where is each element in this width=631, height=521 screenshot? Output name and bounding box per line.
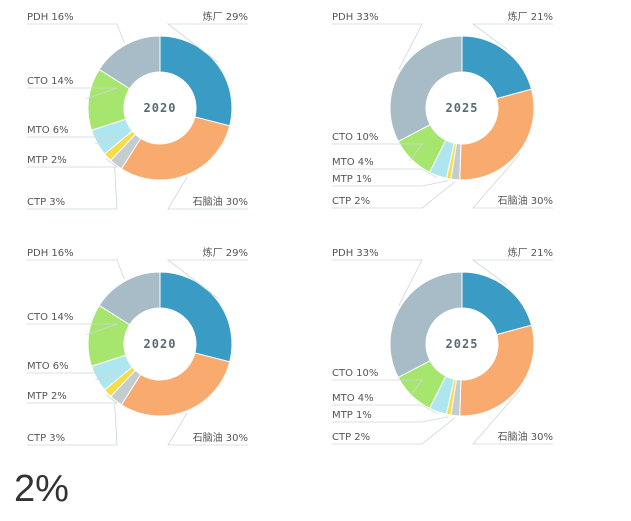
leader-line bbox=[332, 181, 456, 209]
slice-label: PDH 16% bbox=[27, 12, 74, 23]
leader-line bbox=[332, 417, 456, 445]
slice-label: 炼厂 21% bbox=[508, 246, 553, 259]
slice-label: 炼厂 29% bbox=[203, 10, 248, 23]
donut-chart-2025: 炼厂 21% 石脑油 30% CTP 2% MTP 1% MTO 4% CTO 10% PD… bbox=[332, 10, 553, 209]
slice-label: 炼厂 21% bbox=[508, 10, 553, 23]
slice-label: CTO 14% bbox=[27, 76, 73, 87]
donut-chart-2025: 炼厂 21% 石脑油 30% CTP 2% MTP 1% MTO 4% CTO 10% PD… bbox=[332, 246, 553, 445]
slice-石脑油 bbox=[459, 88, 535, 181]
leader-line bbox=[167, 176, 248, 210]
slice-PDH bbox=[98, 35, 161, 90]
center-year-label: 2020 bbox=[144, 337, 177, 351]
slice-label: PDH 16% bbox=[27, 248, 74, 259]
leader-line bbox=[27, 23, 125, 44]
center-year-label: 2020 bbox=[144, 101, 177, 115]
slice-炼厂 bbox=[461, 271, 533, 336]
slice-label: PDH 33% bbox=[332, 248, 379, 259]
leader-line bbox=[27, 394, 119, 404]
leader-line bbox=[332, 416, 449, 423]
slice-label: CTP 2% bbox=[332, 432, 370, 443]
slice-label: 石脑油 30% bbox=[498, 194, 553, 207]
leader-line bbox=[27, 166, 118, 210]
slice-label: MTO 4% bbox=[332, 393, 374, 404]
slice-label: CTP 3% bbox=[27, 197, 65, 208]
center-year-label: 2025 bbox=[446, 337, 479, 351]
slice-石脑油 bbox=[120, 116, 231, 181]
slice-石脑油 bbox=[459, 324, 535, 417]
leader-line bbox=[472, 153, 553, 209]
slice-label: MTP 1% bbox=[332, 174, 372, 185]
leader-line bbox=[332, 168, 438, 179]
slice-PDH bbox=[389, 35, 463, 143]
center-year-label: 2025 bbox=[446, 101, 479, 115]
leader-line bbox=[332, 143, 423, 161]
slice-label: 石脑油 30% bbox=[193, 431, 248, 444]
slice-label: CTP 2% bbox=[332, 196, 370, 207]
slice-label: PDH 33% bbox=[332, 12, 379, 23]
leader-line bbox=[27, 402, 118, 446]
leader-line bbox=[167, 412, 248, 446]
leader-line bbox=[166, 23, 248, 63]
donut-chart-2020: 炼厂 29% 石脑油 30% CTP 3% MTP 2% MTO 6% CTO 14% PD… bbox=[27, 246, 248, 446]
slice-炼厂 bbox=[461, 35, 533, 100]
leader-line bbox=[332, 23, 423, 70]
slice-label: MTO 6% bbox=[27, 125, 69, 136]
slice-PDH bbox=[98, 271, 161, 326]
leader-line bbox=[27, 372, 118, 381]
leader-line bbox=[472, 389, 553, 445]
leader-line bbox=[27, 87, 118, 100]
leader-line bbox=[27, 323, 118, 336]
leader-line bbox=[332, 259, 423, 306]
footer-percent-text: 2% bbox=[14, 468, 69, 510]
leader-line bbox=[332, 404, 438, 415]
slice-PDH bbox=[389, 271, 463, 379]
slice-石脑油 bbox=[120, 352, 231, 417]
slice-label: CTO 10% bbox=[332, 368, 378, 379]
donut-chart-2020: 炼厂 29% 石脑油 30% CTP 3% MTP 2% MTO 6% CTO 14% PD… bbox=[27, 10, 248, 210]
slice-label: MTP 1% bbox=[332, 410, 372, 421]
slice-label: 石脑油 30% bbox=[193, 195, 248, 208]
leader-line bbox=[332, 180, 449, 187]
leader-line bbox=[471, 259, 553, 286]
slice-label: 炼厂 29% bbox=[203, 246, 248, 259]
slice-label: MTP 2% bbox=[27, 391, 67, 402]
slice-label: CTO 10% bbox=[332, 132, 378, 143]
leader-line bbox=[27, 158, 119, 168]
slice-label: 石脑油 30% bbox=[498, 430, 553, 443]
leader-line bbox=[332, 379, 423, 397]
leader-line bbox=[471, 23, 553, 50]
leader-line bbox=[166, 259, 248, 299]
leader-line bbox=[27, 136, 118, 145]
slice-label: MTP 2% bbox=[27, 155, 67, 166]
slice-label: MTO 6% bbox=[27, 361, 69, 372]
slice-label: CTP 3% bbox=[27, 433, 65, 444]
leader-line bbox=[27, 259, 125, 280]
slice-label: MTO 4% bbox=[332, 157, 374, 168]
slice-label: CTO 14% bbox=[27, 312, 73, 323]
